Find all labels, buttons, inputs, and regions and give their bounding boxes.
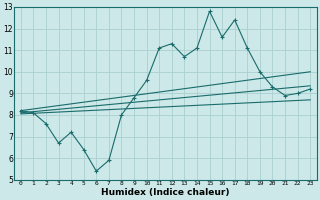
X-axis label: Humidex (Indice chaleur): Humidex (Indice chaleur) (101, 188, 230, 197)
